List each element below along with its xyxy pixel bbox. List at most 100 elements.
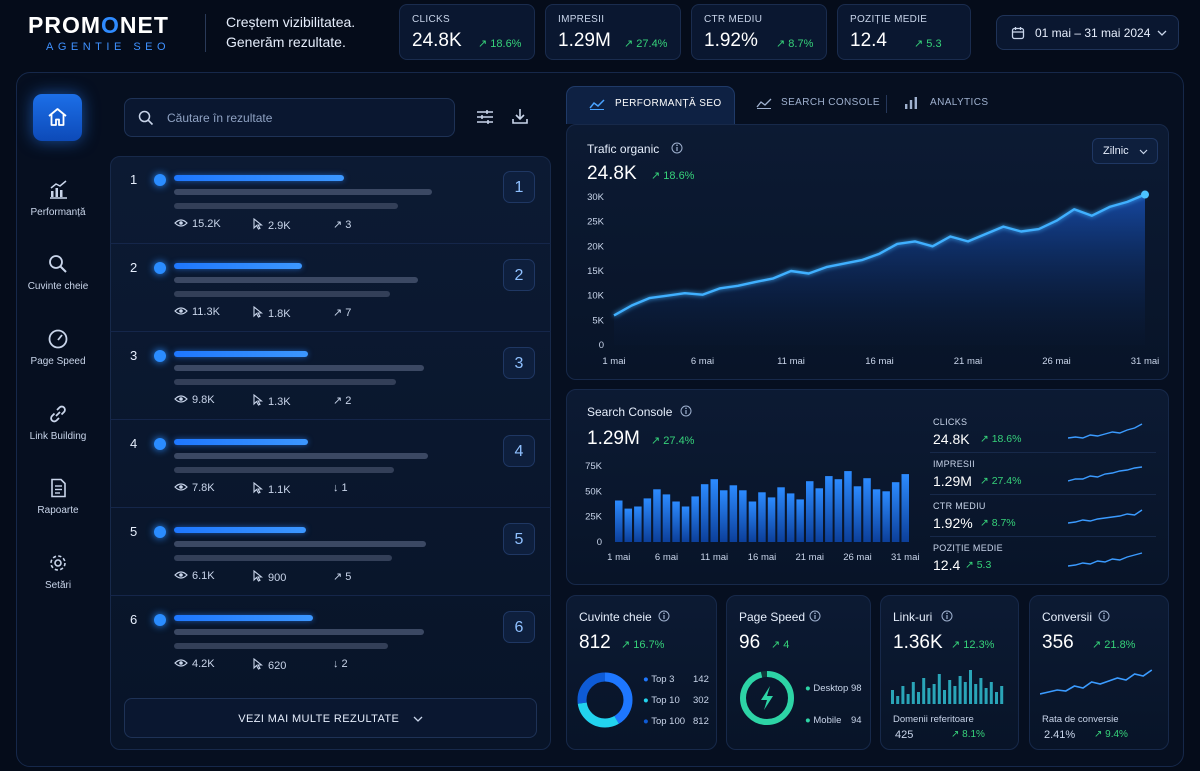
- card-title: Cuvinte cheie: [579, 610, 652, 624]
- result-url-bar: [174, 189, 432, 195]
- result-title-bar: [174, 175, 344, 181]
- bar: [720, 490, 728, 542]
- links-change: ↗ 12.3%: [951, 639, 995, 651]
- result-rank: 4: [130, 436, 138, 451]
- tab-performance-seo[interactable]: PERFORMANȚĂ SEO: [566, 86, 735, 124]
- spark-bar: [1000, 686, 1004, 704]
- result-trend: ↗ 3: [333, 219, 352, 231]
- card-title: Trafic organic: [587, 142, 660, 156]
- bar: [834, 479, 843, 542]
- brand-subtitle: AGENTIE SEO: [46, 41, 171, 53]
- result-position-badge[interactable]: 6: [503, 611, 535, 643]
- info-icon[interactable]: [1098, 610, 1110, 622]
- conversions-sub-label: Rata de conversie: [1042, 714, 1119, 725]
- x-tick-label: 26 mai: [843, 552, 872, 563]
- traffic-value: 24.8K: [587, 163, 637, 184]
- result-rank: 5: [130, 524, 138, 539]
- tab-label: PERFORMANȚĂ SEO: [615, 98, 722, 109]
- links-sub-change: ↗ 8.1%: [951, 729, 985, 740]
- links-sparkline: [891, 670, 1004, 704]
- links-card: Link-uri 1.36K ↗ 12.3% Domenii referitoa…: [880, 595, 1019, 750]
- tab-search-console[interactable]: SEARCH CONSOLE: [756, 86, 886, 124]
- filter-icon[interactable]: [476, 108, 494, 126]
- sidebar-item-label: Performanță: [30, 207, 86, 218]
- bar: [806, 481, 814, 542]
- spark-line: [1040, 669, 1153, 695]
- result-row[interactable]: 5 6.1K 900 ↗ 5 5: [110, 508, 551, 596]
- card-title: Search Console: [587, 405, 673, 419]
- bar-chart-icon: [50, 180, 67, 199]
- info-icon[interactable]: [809, 610, 821, 622]
- result-position-badge[interactable]: 2: [503, 259, 535, 291]
- conversions-card: Conversii 356 ↗ 21.8% Rata de conversie …: [1029, 595, 1169, 750]
- result-position-badge[interactable]: 5: [503, 523, 535, 555]
- home-button[interactable]: [33, 94, 82, 141]
- sidebar-item-performance[interactable]: Performanță: [16, 180, 100, 218]
- granularity-select[interactable]: Zilnic: [1092, 138, 1158, 164]
- y-tick-label: 10K: [587, 291, 605, 302]
- sidebar-item-link-building[interactable]: Link Building: [16, 404, 100, 442]
- tagline: Creștem vizibilitatea. Generăm rezultate.: [226, 14, 356, 50]
- bar: [748, 501, 757, 542]
- result-row[interactable]: 1 15.2K 2.9K ↗ 3 1: [110, 156, 551, 244]
- result-clicks: 1.1K: [253, 481, 291, 496]
- x-tick-label: 21 mai: [954, 356, 983, 367]
- calendar-icon: [1011, 27, 1025, 40]
- y-tick-label: 5K: [592, 315, 604, 326]
- bar: [853, 486, 862, 542]
- gear-icon: [50, 555, 66, 571]
- x-tick-label: 16 mai: [865, 356, 894, 367]
- result-desc-bar: [174, 203, 398, 209]
- gauge-icon: [48, 329, 68, 349]
- traffic-change: ↗ 18.6%: [651, 170, 695, 182]
- spark-bar: [943, 690, 946, 704]
- kpi-ctr: CTR MEDIU 1.92% ↗ 8.7%: [691, 4, 827, 60]
- keywords-card: Cuvinte cheie 812 ↗ 16.7% ● Top 3 142 ● T…: [566, 595, 717, 750]
- search-placeholder: Căutare în rezultate: [167, 111, 273, 125]
- legend-top3: ● Top 3 142: [643, 674, 709, 685]
- bar: [739, 490, 747, 542]
- date-range-picker[interactable]: 01 mai – 31 mai 2024: [996, 15, 1179, 50]
- result-clicks: 900: [253, 569, 286, 584]
- result-clicks: 1.3K: [253, 393, 291, 408]
- traffic-area: [614, 194, 1145, 345]
- info-icon[interactable]: [941, 610, 953, 622]
- result-desc-bar: [174, 643, 388, 649]
- result-rank: 6: [130, 612, 138, 627]
- x-tick-label: 26 mai: [1042, 356, 1071, 367]
- result-row[interactable]: 4 7.8K 1.1K ↓ 1 4: [110, 420, 551, 508]
- show-more-button[interactable]: VEZI MAI MULTE REZULTATE: [124, 698, 537, 738]
- line-chart-icon: [589, 99, 605, 110]
- sidebar-item-keywords[interactable]: Cuvinte cheie: [16, 254, 100, 292]
- info-icon[interactable]: [680, 405, 692, 417]
- card-title: Page Speed: [739, 610, 806, 624]
- card-title: Conversii: [1042, 610, 1093, 624]
- result-row[interactable]: 6 4.2K 620 ↓ 2 6: [110, 596, 551, 684]
- result-position-badge[interactable]: 3: [503, 347, 535, 379]
- eye-icon: [174, 483, 188, 491]
- result-row[interactable]: 2 11.3K 1.8K ↗ 7 2: [110, 244, 551, 332]
- info-icon[interactable]: [671, 142, 683, 154]
- bar: [901, 474, 909, 542]
- result-row[interactable]: 3 9.8K 1.3K ↗ 2 3: [110, 332, 551, 420]
- tab-analytics[interactable]: ANALYTICS: [904, 86, 1004, 124]
- x-tick-label: 11 mai: [777, 356, 805, 367]
- sidebar-item-page-speed[interactable]: Page Speed: [16, 329, 100, 367]
- page-speed-card: Page Speed 96 ↗ 4 ● Desktop 98 ● Mobile 94: [726, 595, 871, 750]
- result-position-badge[interactable]: 1: [503, 171, 535, 203]
- search-console-value: 1.29M: [587, 428, 640, 449]
- info-icon[interactable]: [658, 610, 670, 622]
- result-position-badge[interactable]: 4: [503, 435, 535, 467]
- document-icon: [51, 478, 66, 498]
- sidebar-item-settings[interactable]: Setări: [16, 553, 100, 591]
- download-icon[interactable]: [511, 107, 529, 125]
- sidebar-item-reports[interactable]: Rapoarte: [16, 478, 100, 516]
- bar: [863, 478, 871, 542]
- links-sub-label: Domenii referitoare: [893, 714, 974, 725]
- bar: [786, 493, 795, 542]
- bar: [872, 489, 881, 542]
- search-input[interactable]: Căutare în rezultate: [124, 98, 455, 137]
- lightning-icon: [761, 686, 773, 710]
- search-console-chart: 0 25K 50K 75K 1 mai 6 mai 11 mai 16 mai 21 mai 26…: [585, 461, 919, 563]
- result-views: 6.1K: [174, 570, 215, 582]
